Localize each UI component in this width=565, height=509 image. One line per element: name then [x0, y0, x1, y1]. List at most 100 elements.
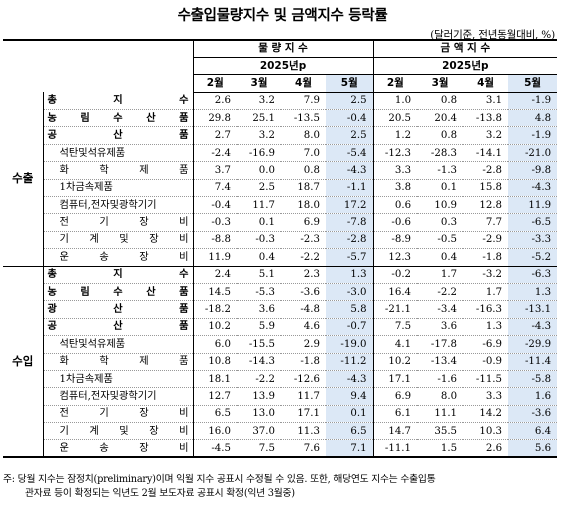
quantity-value-cell: -3.0 [326, 283, 374, 302]
value-index-cell: -2.8 [463, 161, 509, 180]
value-index-cell: 6.1 [372, 405, 418, 424]
value-index-cell: -2.2 [417, 283, 464, 302]
value-index-cell: 14.7 [372, 422, 418, 441]
table-row: 전 기 장 비 -0.3 0.1 6.9 -7.8 -0.6 0.3 7.7 -6.5 [3, 213, 558, 232]
quantity-value-cell: 7.1 [326, 439, 374, 459]
quantity-value-cell: -14.3 [237, 353, 281, 371]
row-label: 총 지 수 [42, 266, 193, 284]
header-month: 5월 [326, 74, 374, 93]
value-index-cell: 1.2 [372, 126, 418, 145]
quantity-value-cell: 14.5 [192, 283, 237, 302]
quantity-value-cell: 13.9 [237, 387, 281, 406]
value-index-cell: -1.8 [463, 248, 509, 267]
quantity-value-cell: 13.0 [237, 405, 281, 424]
value-index-cell: -4.3 [508, 179, 558, 198]
quantity-value-cell: 2.6 [192, 92, 237, 111]
row-label: 공 산 품 [42, 126, 193, 145]
quantity-value-cell: -1.1 [326, 179, 374, 198]
quantity-value-cell: -1.8 [281, 353, 326, 371]
table-row: 기 계 및 장 비 16.0 37.0 11.3 6.5 14.7 35.5 10.3 6.4 [3, 422, 558, 441]
footnote: 주: 당월 지수는 잠정치(preliminary)이며 익월 지수 공표시 수… [3, 473, 559, 501]
value-index-cell: -6.9 [463, 335, 509, 354]
quantity-value-cell: 11.3 [281, 422, 326, 441]
value-index-cell: -3.6 [508, 405, 558, 424]
value-index-cell: 0.6 [372, 196, 418, 215]
value-index-cell: -13.8 [463, 109, 509, 128]
quantity-value-cell: 5.1 [237, 266, 281, 284]
quantity-value-cell: 5.8 [326, 300, 374, 319]
quantity-value-cell: -0.4 [192, 196, 237, 215]
header-month: 3월 [417, 74, 464, 93]
quantity-value-cell: 6.5 [192, 405, 237, 424]
quantity-value-cell: 3.2 [237, 126, 281, 145]
value-index-cell: 1.5 [417, 439, 464, 459]
value-index-cell: 1.0 [372, 92, 418, 111]
value-index-cell: -0.9 [463, 353, 509, 371]
quantity-value-cell: -4.3 [326, 161, 374, 180]
header-value-year: 2025년p [372, 57, 558, 76]
value-index-cell: 4.1 [372, 335, 418, 354]
row-label: 석탄및석유제품 [42, 335, 193, 354]
value-index-cell: 0.1 [417, 179, 464, 198]
value-index-cell: 10.3 [463, 422, 509, 441]
value-index-cell: 12.3 [372, 248, 418, 267]
quantity-value-cell: 18.7 [281, 179, 326, 198]
quantity-value-cell: 7.0 [281, 144, 326, 163]
quantity-value-cell: 0.1 [237, 213, 281, 232]
value-index-cell: 4.8 [508, 109, 558, 128]
value-index-cell: -13.1 [508, 300, 558, 319]
quantity-value-cell: 5.9 [237, 318, 281, 337]
quantity-value-cell: 2.5 [326, 126, 374, 145]
value-index-cell: -11.1 [372, 439, 418, 459]
value-index-cell: 0.3 [417, 213, 464, 232]
quantity-value-cell: 11.7 [281, 387, 326, 406]
row-label: 기 계 및 장 비 [42, 422, 193, 441]
value-index-cell: 6.4 [508, 422, 558, 441]
value-index-cell: 1.6 [508, 387, 558, 406]
row-label: 1차금속제품 [42, 370, 193, 389]
quantity-value-cell: -4.5 [192, 439, 237, 459]
unit-note: (달러기준, 전년동월대비, %) [430, 29, 555, 41]
quantity-value-cell: -3.6 [281, 283, 326, 302]
value-index-cell: -12.3 [372, 144, 418, 163]
value-index-cell: 0.4 [417, 248, 464, 267]
quantity-value-cell: 1.3 [326, 266, 374, 284]
row-label: 컴퓨터,전자및광학기기 [42, 387, 193, 406]
table-row: 수입 총 지 수 2.4 5.1 2.3 1.3 -0.2 1.7 -3.2 -6.3 [3, 266, 558, 459]
value-index-cell: -14.1 [463, 144, 509, 163]
row-label: 운 송 장 비 [42, 439, 193, 459]
quantity-value-cell: 29.8 [192, 109, 237, 128]
value-index-cell: -11.4 [508, 353, 558, 371]
value-index-cell: 1.7 [417, 266, 464, 284]
table-row: 전 기 장 비 6.5 13.0 17.1 0.1 6.1 11.1 14.2 -3.6 [3, 405, 558, 424]
quantity-value-cell: 2.3 [281, 266, 326, 284]
value-index-cell: 8.0 [417, 387, 464, 406]
value-index-cell: -16.3 [463, 300, 509, 319]
quantity-value-cell: -19.0 [326, 335, 374, 354]
row-label: 농 림 수 산 품 [42, 109, 193, 128]
value-index-cell: -9.8 [508, 161, 558, 180]
value-index-cell: 11.1 [417, 405, 464, 424]
value-index-cell: -8.9 [372, 231, 418, 250]
value-index-cell: -5.8 [508, 370, 558, 389]
value-index-cell: 20.4 [417, 109, 464, 128]
table-row: 기 계 및 장 비 -8.8 -0.3 -2.3 -2.8 -8.9 -0.5 -2.9 -3.… [3, 231, 558, 250]
value-index-cell: -21.1 [372, 300, 418, 319]
quantity-value-cell: -5.7 [326, 248, 374, 267]
table-row: 운 송 장 비 -4.5 7.5 7.6 7.1 -11.1 1.5 2.6 5.6 [3, 439, 558, 459]
quantity-value-cell: 2.7 [192, 126, 237, 145]
table-row: 농 림 수 산 품 29.8 25.1 -13.5 -0.4 20.5 20.4 -13.8 4… [3, 109, 558, 128]
value-index-cell: -1.9 [508, 92, 558, 111]
quantity-value-cell: 37.0 [237, 422, 281, 441]
value-index-cell: -21.0 [508, 144, 558, 163]
table-row: 석탄및석유제품 6.0 -15.5 2.9 -19.0 4.1 -17.8 -6.9 -29.9 [3, 335, 558, 354]
header-value-index: 금 액 지 수 [372, 38, 558, 58]
quantity-value-cell: -15.5 [237, 335, 281, 354]
quantity-value-cell: -0.3 [237, 231, 281, 250]
header-month: 2월 [372, 74, 418, 93]
quantity-value-cell: -8.8 [192, 231, 237, 250]
row-label: 전 기 장 비 [42, 213, 193, 232]
value-index-cell: -0.6 [372, 213, 418, 232]
value-index-cell: 5.6 [508, 439, 558, 459]
row-label: 화 학 제 품 [42, 353, 193, 371]
